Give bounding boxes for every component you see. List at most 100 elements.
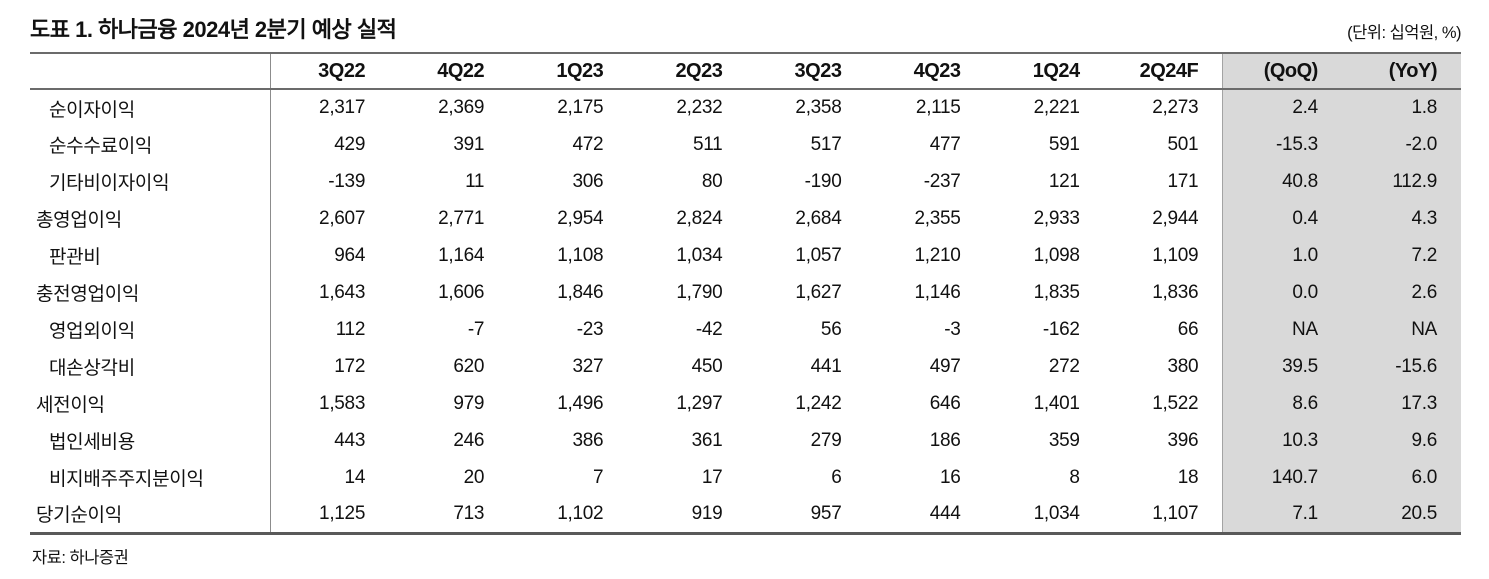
cell-value: 2,175 [557,97,604,118]
cell-value: 386 [572,429,604,451]
cell-value: 361 [691,429,723,451]
column-header: 3Q22 [270,52,390,90]
cell-value: 80 [701,170,723,192]
table-row: 순수수료이익 429 391 472 511 517 477 591 501 -15.3 -2.0 [30,126,1461,163]
cell-value: 1.0 [1222,237,1342,274]
cell-value: 171 [1167,170,1199,192]
cell-value: 40.8 [1222,163,1342,200]
cell-value: 20 [463,466,485,488]
cell-value: 2,115 [915,97,961,118]
cell-value: 2,273 [1152,97,1199,118]
cell-value: 18 [1177,466,1199,488]
cell-value: 1,836 [1152,281,1199,303]
cell-value: 441 [810,355,842,377]
column-header: 2Q23 [627,52,747,90]
row-label: 법인세비용 [30,422,271,459]
row-label: 총영업이익 [30,200,271,237]
table-header-row: 3Q22 4Q22 1Q23 2Q23 3Q23 4Q23 1Q24 2Q24F (QoQ) (Y… [30,52,1461,90]
cell-value: 140.7 [1222,459,1342,496]
cell-value: 2.6 [1341,274,1461,311]
row-label: 순이자이익 [30,89,271,126]
cell-value: 6 [831,466,842,488]
cell-value: 979 [453,392,485,414]
row-label: 기타비이자이익 [30,163,271,200]
cell-value: 477 [929,133,961,155]
cell-value: -3 [944,318,961,340]
table-header-bar: 도표 1. 하나금융 2024년 2분기 예상 실적 (단위: 십억원, %) [30,8,1461,44]
cell-value: NA [1341,311,1461,348]
cell-value: 6.0 [1341,459,1461,496]
table-row: 세전이익 1,583 979 1,496 1,297 1,242 646 1,401 1,522… [30,385,1461,422]
column-header: 2Q24F [1103,52,1223,90]
cell-value: 2.4 [1222,89,1342,126]
cell-value: 511 [692,133,723,155]
cell-value: 112.9 [1341,163,1461,200]
cell-value: 1,627 [795,281,842,303]
source-note: 자료: 하나증권 [32,548,129,567]
table-row: 기타비이자이익 -139 11 306 80 -190 -237 121 171 40.8 112.… [30,163,1461,200]
cell-value: 497 [929,355,961,377]
cell-value: 1,057 [795,244,842,266]
cell-value: 272 [1048,355,1080,377]
cell-value: 1,034 [676,244,723,266]
cell-value: 429 [334,133,366,155]
table-row: 당기순이익 1,125 713 1,102 919 957 444 1,034 1,107 7.1… [30,496,1461,535]
cell-value: -237 [923,170,961,192]
table-body: 순이자이익 2,317 2,369 2,175 2,232 2,358 2,115 2,221… [30,89,1461,535]
cell-value: 56 [820,318,842,340]
cell-value: 9.6 [1341,422,1461,459]
cell-value: 327 [572,355,604,377]
cell-value: 10.3 [1222,422,1342,459]
cell-value: -162 [1042,318,1080,340]
cell-value: 391 [453,133,485,155]
cell-value: 1,643 [319,281,366,303]
cell-value: 1,297 [676,392,723,414]
cell-value: 2,944 [1152,207,1199,229]
cell-value: 0.0 [1222,274,1342,311]
row-label: 당기순이익 [30,496,271,535]
cell-value: 443 [334,429,366,451]
cell-value: 646 [929,392,961,414]
cell-value: 1,846 [557,281,604,303]
cell-value: -190 [804,170,842,192]
cell-value: 444 [865,496,985,535]
table-row: 영업외이익 112 -7 -23 -42 56 -3 -162 66 NA NA [30,311,1461,348]
row-label: 비지배주주지분이익 [30,459,271,496]
cell-value: 306 [572,170,604,192]
cell-value: 1,102 [508,496,628,535]
table-head: 3Q22 4Q22 1Q23 2Q23 3Q23 4Q23 1Q24 2Q24F (QoQ) (Y… [30,52,1461,90]
cell-value: 501 [1167,133,1199,155]
cell-value: 1,583 [319,392,366,414]
cell-value: 2,684 [795,207,842,229]
cell-value: 0.4 [1222,200,1342,237]
cell-value: -42 [695,318,723,340]
table-row: 총영업이익 2,607 2,771 2,954 2,824 2,684 2,355 2,933… [30,200,1461,237]
cell-value: 186 [929,429,961,451]
cell-value: 957 [746,496,866,535]
cell-value: -139 [328,170,366,192]
row-label: 영업외이익 [30,311,271,348]
cell-value: 2,355 [914,207,961,229]
cell-value: 121 [1048,170,1080,192]
column-header: 1Q23 [508,52,628,90]
cell-value: 1,522 [1152,392,1199,414]
cell-value: -7 [467,318,485,340]
column-header: 3Q23 [746,52,866,90]
financials-table: 3Q22 4Q22 1Q23 2Q23 3Q23 4Q23 1Q24 2Q24F (QoQ) (Y… [30,52,1461,535]
cell-value: 380 [1167,355,1199,377]
cell-value: 1,606 [438,281,485,303]
cell-value: 2,607 [319,207,366,229]
cell-value: 1,164 [438,244,485,266]
cell-value: 1,835 [1033,281,1080,303]
cell-value: 1,401 [1033,392,1080,414]
table-title: 도표 1. 하나금융 2024년 2분기 예상 실적 [30,17,397,42]
unit-label: (단위: 십억원, %) [1347,24,1461,42]
cell-value: 1,107 [1103,496,1223,535]
cell-value: 112 [335,318,366,340]
cell-value: 1,098 [1033,244,1080,266]
cell-value: 359 [1048,429,1080,451]
row-label: 대손상각비 [30,348,271,385]
cell-value: 2,232 [676,97,723,118]
cell-value: NA [1222,311,1342,348]
